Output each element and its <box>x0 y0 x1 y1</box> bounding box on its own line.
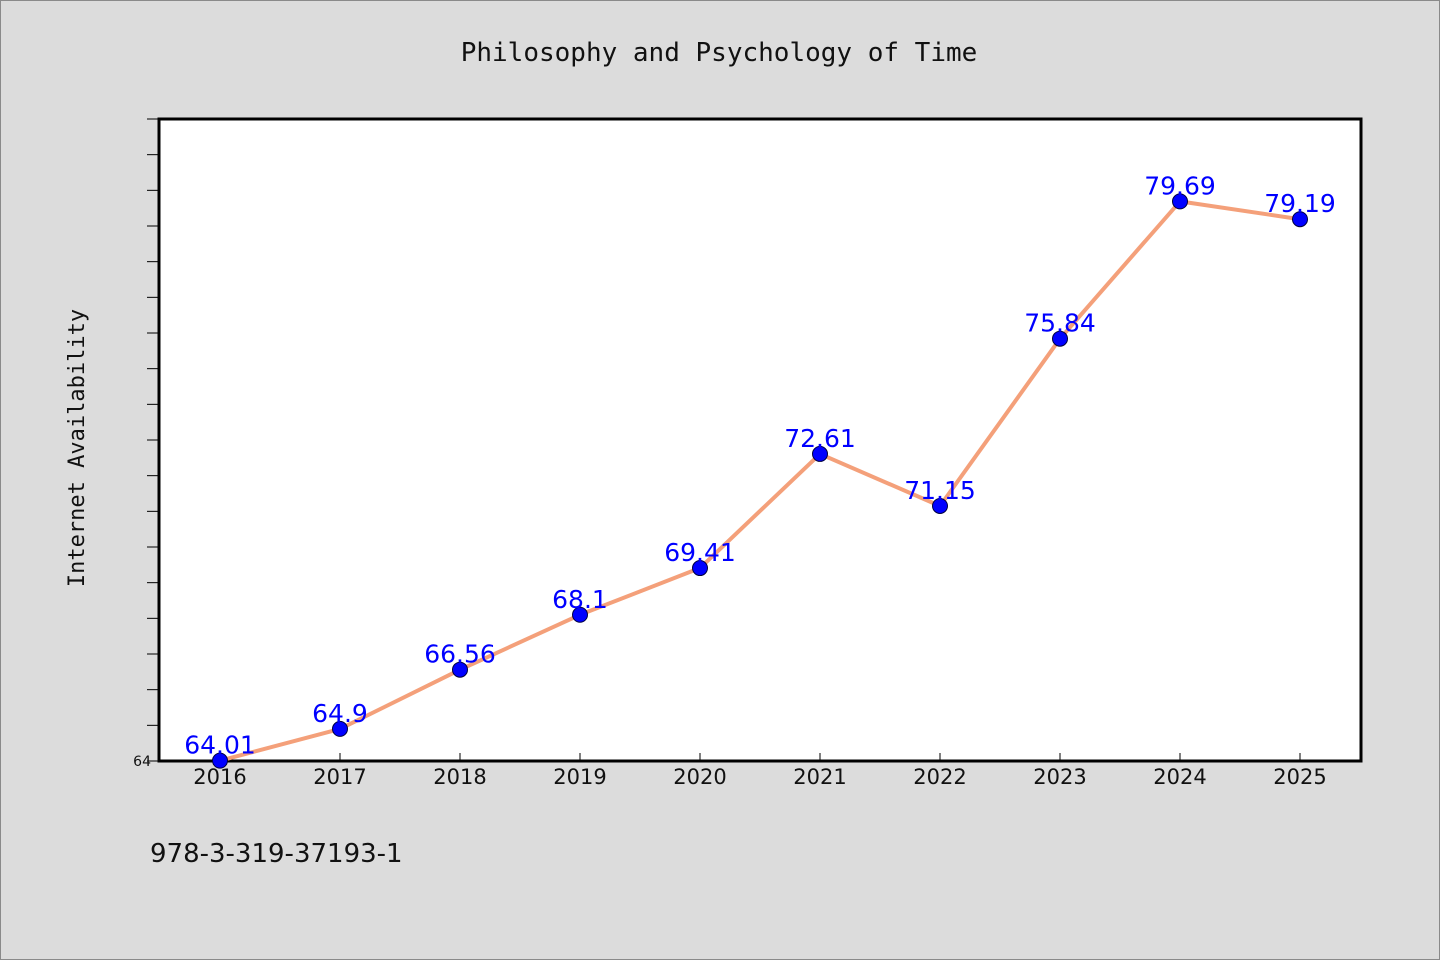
data-label: 68.1 <box>552 585 608 614</box>
x-tick-label: 2023 <box>1033 765 1086 789</box>
data-labels-group: 64.01 64.9 66.56 68.1 69.41 72.61 71.15 75.84 79… <box>184 171 1336 759</box>
data-label: 72.61 <box>784 424 856 453</box>
y-axis-label: Internet Availability <box>65 309 90 587</box>
data-point <box>932 497 948 514</box>
x-tick-label: 2017 <box>313 765 366 789</box>
x-tick-label: 2024 <box>1153 765 1206 789</box>
y-axis-ticks: 64 <box>133 118 159 770</box>
y-tick-label: 64 <box>133 754 151 770</box>
data-point <box>812 445 828 462</box>
data-point <box>212 752 228 769</box>
markers-group <box>212 193 1308 769</box>
data-label: 79.19 <box>1264 189 1336 218</box>
data-label: 75.84 <box>1024 309 1096 338</box>
isbn-text: 978-3-319-37193-1 <box>150 839 403 869</box>
chart-title: Philosophy and Psychology of Time <box>461 38 978 68</box>
data-label: 71.15 <box>904 476 976 505</box>
x-axis-ticks: 2016 2017 2018 2019 2020 2021 2022 2023 2024 2025 <box>193 753 1327 789</box>
data-point <box>1052 330 1068 347</box>
x-tick-label: 2025 <box>1273 765 1326 789</box>
data-point <box>692 560 708 577</box>
data-point <box>1292 211 1308 228</box>
data-label: 69.41 <box>664 538 736 567</box>
x-tick-label: 2021 <box>793 765 846 789</box>
x-tick-label: 2022 <box>913 765 966 789</box>
x-tick-label: 2016 <box>193 765 246 789</box>
data-point <box>1172 193 1188 210</box>
data-label: 64.9 <box>312 699 368 728</box>
data-point <box>332 720 348 737</box>
data-point <box>572 606 588 623</box>
x-tick-label: 2020 <box>673 765 726 789</box>
data-point <box>452 661 468 678</box>
x-tick-label: 2018 <box>433 765 486 789</box>
x-tick-label: 2019 <box>553 765 606 789</box>
series-line-group <box>219 199 1301 763</box>
data-label: 64.01 <box>184 731 256 760</box>
data-label: 66.56 <box>424 640 496 669</box>
series-line <box>219 199 1301 763</box>
plot-area <box>157 117 1363 763</box>
data-label: 79.69 <box>1144 171 1216 200</box>
